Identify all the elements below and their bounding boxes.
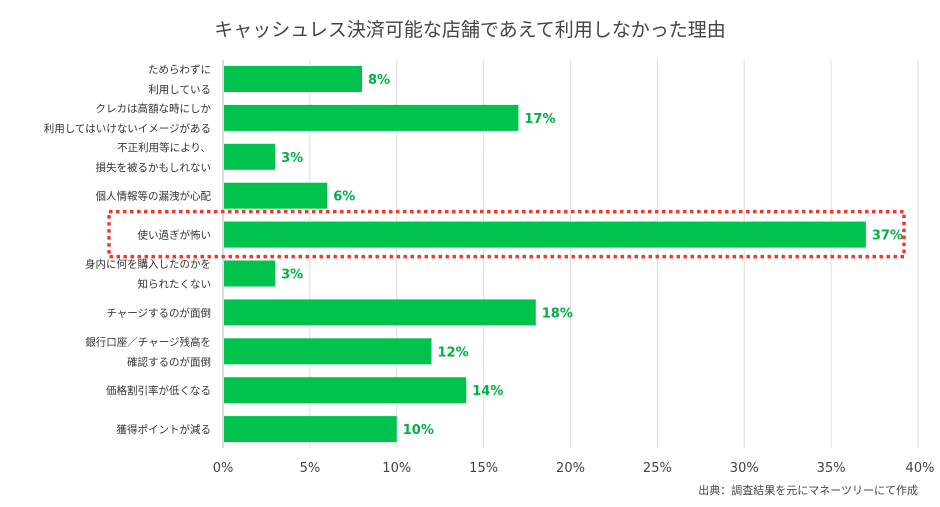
x-tick-label: 15%	[469, 461, 498, 476]
category-label: 価格割引率が低くなる	[106, 384, 211, 397]
bar	[224, 377, 467, 404]
x-tick-label: 0%	[213, 461, 234, 476]
category-label: 個人情報等の漏洩が心配	[96, 190, 212, 203]
category-label: 不正利用等により、	[117, 141, 211, 154]
category-label: 身内に何を購入したのかを	[85, 258, 211, 271]
value-label: 18%	[542, 306, 573, 321]
bar	[224, 143, 276, 170]
bar	[224, 104, 519, 131]
value-label: 14%	[472, 384, 503, 399]
value-label: 37%	[872, 229, 903, 244]
value-label: 17%	[524, 112, 555, 127]
value-label: 3%	[281, 151, 303, 166]
category-label: 獲得ポイントが減る	[117, 423, 212, 436]
category-label: チャージするのが面倒	[106, 306, 211, 319]
x-tick-label: 35%	[817, 461, 846, 476]
bar	[224, 260, 276, 287]
bar	[224, 66, 362, 92]
value-label: 3%	[281, 268, 303, 283]
category-label: 利用してはいけないイメージがある	[44, 122, 211, 135]
value-label: 6%	[333, 190, 355, 205]
bar	[224, 182, 328, 209]
x-tick-label: 25%	[643, 461, 672, 476]
category-label: 利用している	[148, 84, 211, 96]
x-tick-label: 5%	[300, 461, 321, 476]
value-label: 10%	[403, 423, 434, 438]
category-label: 確認するのが面倒	[127, 355, 211, 368]
source-note: 出典：調査結果を元にマネーツリーにて作成	[698, 483, 918, 497]
x-tick-label: 40%	[906, 461, 935, 476]
value-label: 12%	[438, 345, 469, 360]
category-label: ためらわずに	[148, 64, 211, 76]
bar	[224, 299, 536, 326]
category-label: 使い過ぎが怖い	[138, 229, 212, 242]
bar	[224, 221, 866, 248]
category-label: 銀行口座／チャージ残高を	[85, 335, 211, 348]
bar	[224, 338, 432, 365]
x-tick-label: 30%	[730, 461, 759, 476]
bar	[224, 416, 397, 443]
category-label: 知られたくない	[138, 278, 212, 291]
chart-title: キャッシュレス決済可能な店舗であえて利用しなかった理由	[214, 19, 725, 41]
value-label: 8%	[368, 73, 390, 88]
x-tick-label: 10%	[382, 461, 411, 476]
category-label: 損失を被るかもしれない	[96, 161, 212, 174]
category-label: クレカは高額な時にしか	[96, 102, 212, 115]
x-tick-label: 20%	[556, 461, 585, 476]
